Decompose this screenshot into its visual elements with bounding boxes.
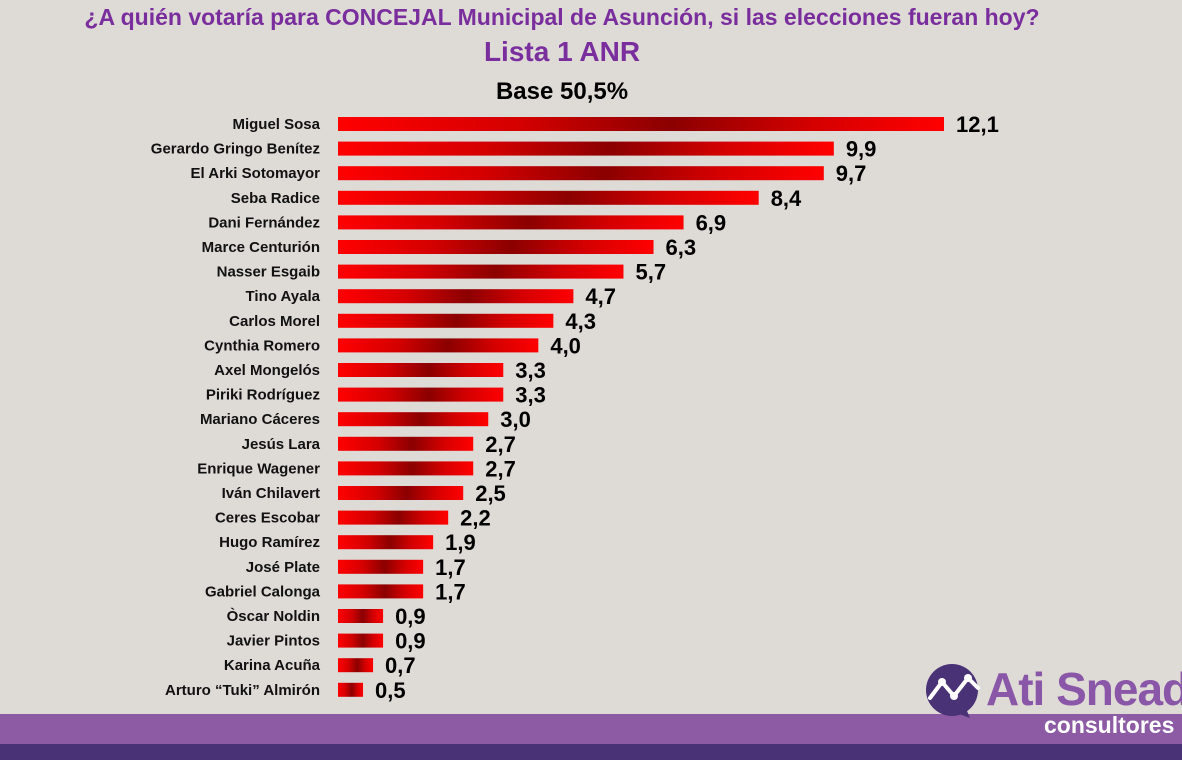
- category-label: Gerardo Gringo Benítez: [151, 141, 320, 158]
- brand-name: Ati Snead: [986, 663, 1182, 715]
- category-label: Mariano Cáceres: [200, 411, 320, 428]
- bar: [338, 486, 464, 500]
- category-label: Iván Chilavert: [222, 485, 320, 502]
- value-label: 9,9: [846, 137, 877, 162]
- category-label: Gabriel Calonga: [205, 583, 321, 600]
- category-label: Miguel Sosa: [232, 116, 320, 133]
- bar: [338, 264, 624, 279]
- bar: [338, 215, 684, 230]
- value-label: 1,7: [435, 579, 466, 604]
- value-label: 8,4: [771, 186, 802, 211]
- brand-tagline: consultores: [1044, 712, 1175, 738]
- category-label: Enrique Wagener: [197, 460, 320, 477]
- value-label: 6,3: [666, 235, 697, 260]
- bar: [338, 436, 474, 451]
- value-label: 3,3: [515, 358, 546, 383]
- category-label: Nasser Esgaib: [217, 264, 320, 281]
- brand-logo: Ati Snead consultores: [924, 663, 1182, 744]
- category-label: José Plate: [246, 559, 320, 576]
- bar: [338, 559, 424, 574]
- value-label: 1,9: [445, 530, 476, 555]
- bar: [338, 117, 944, 131]
- chart-subtitle: Lista 1 ANR: [483, 36, 641, 67]
- bar: [338, 141, 834, 156]
- value-label: 2,7: [485, 432, 516, 457]
- value-label: 3,3: [515, 383, 546, 408]
- bar: [338, 289, 574, 304]
- category-label: Hugo Ramírez: [219, 534, 320, 551]
- value-label: 4,0: [550, 333, 581, 358]
- category-label: Jesús Lara: [242, 436, 321, 453]
- value-label: 2,5: [475, 481, 506, 506]
- category-label: Tino Ayala: [246, 288, 321, 305]
- bar: [338, 682, 364, 697]
- bar: [338, 461, 474, 476]
- category-label: Karina Acuña: [224, 657, 321, 674]
- value-label: 4,3: [565, 309, 596, 334]
- value-label: 6,9: [696, 210, 727, 235]
- value-label: 0,9: [395, 604, 426, 629]
- value-label: 5,7: [635, 260, 666, 285]
- bar: [338, 338, 539, 353]
- bar: [338, 609, 384, 623]
- category-label: Ceres Escobar: [215, 510, 320, 527]
- bar: [338, 633, 384, 648]
- bar-chart: Miguel Sosa 12,1 Gerardo Gringo Benítez 9,9…: [151, 112, 999, 703]
- bar: [338, 240, 654, 254]
- category-label: Marce Centurión: [202, 239, 320, 256]
- value-label: 3,0: [500, 407, 531, 432]
- bar: [338, 387, 504, 402]
- bar: [338, 535, 434, 550]
- category-label: Òscar Noldin: [227, 607, 320, 625]
- value-label: 4,7: [585, 284, 616, 309]
- footer-band: [0, 714, 1182, 744]
- bar: [338, 658, 374, 673]
- bar: [338, 412, 489, 427]
- bar: [338, 313, 554, 328]
- chart-bubble-icon: [926, 664, 980, 718]
- category-label: Cynthia Romero: [204, 337, 320, 354]
- bar: [338, 363, 504, 377]
- bar: [338, 584, 424, 599]
- value-label: 2,7: [485, 456, 516, 481]
- category-label: Javier Pintos: [227, 633, 320, 650]
- value-label: 12,1: [956, 112, 999, 137]
- category-label: Seba Radice: [231, 190, 320, 207]
- bar: [338, 190, 759, 205]
- category-label: Dani Fernández: [208, 214, 320, 231]
- category-label: Piriki Rodríguez: [206, 387, 320, 404]
- category-label: Axel Mongelós: [214, 362, 320, 379]
- value-label: 1,7: [435, 555, 466, 580]
- chart-title: ¿A quién votaría para CONCEJAL Municipal…: [84, 4, 1040, 30]
- value-label: 9,7: [836, 161, 867, 186]
- value-label: 0,5: [375, 678, 406, 703]
- footer-line: [0, 744, 1182, 760]
- category-label: El Arki Sotomayor: [191, 165, 321, 182]
- value-label: 2,2: [460, 506, 491, 531]
- value-label: 0,7: [385, 653, 416, 678]
- bar: [338, 166, 824, 181]
- base-label: Base 50,5%: [495, 78, 629, 105]
- category-label: Arturo “Tuki” Almirón: [165, 682, 320, 699]
- bar: [338, 510, 449, 525]
- category-label: Carlos Morel: [229, 313, 320, 330]
- value-label: 0,9: [395, 629, 426, 654]
